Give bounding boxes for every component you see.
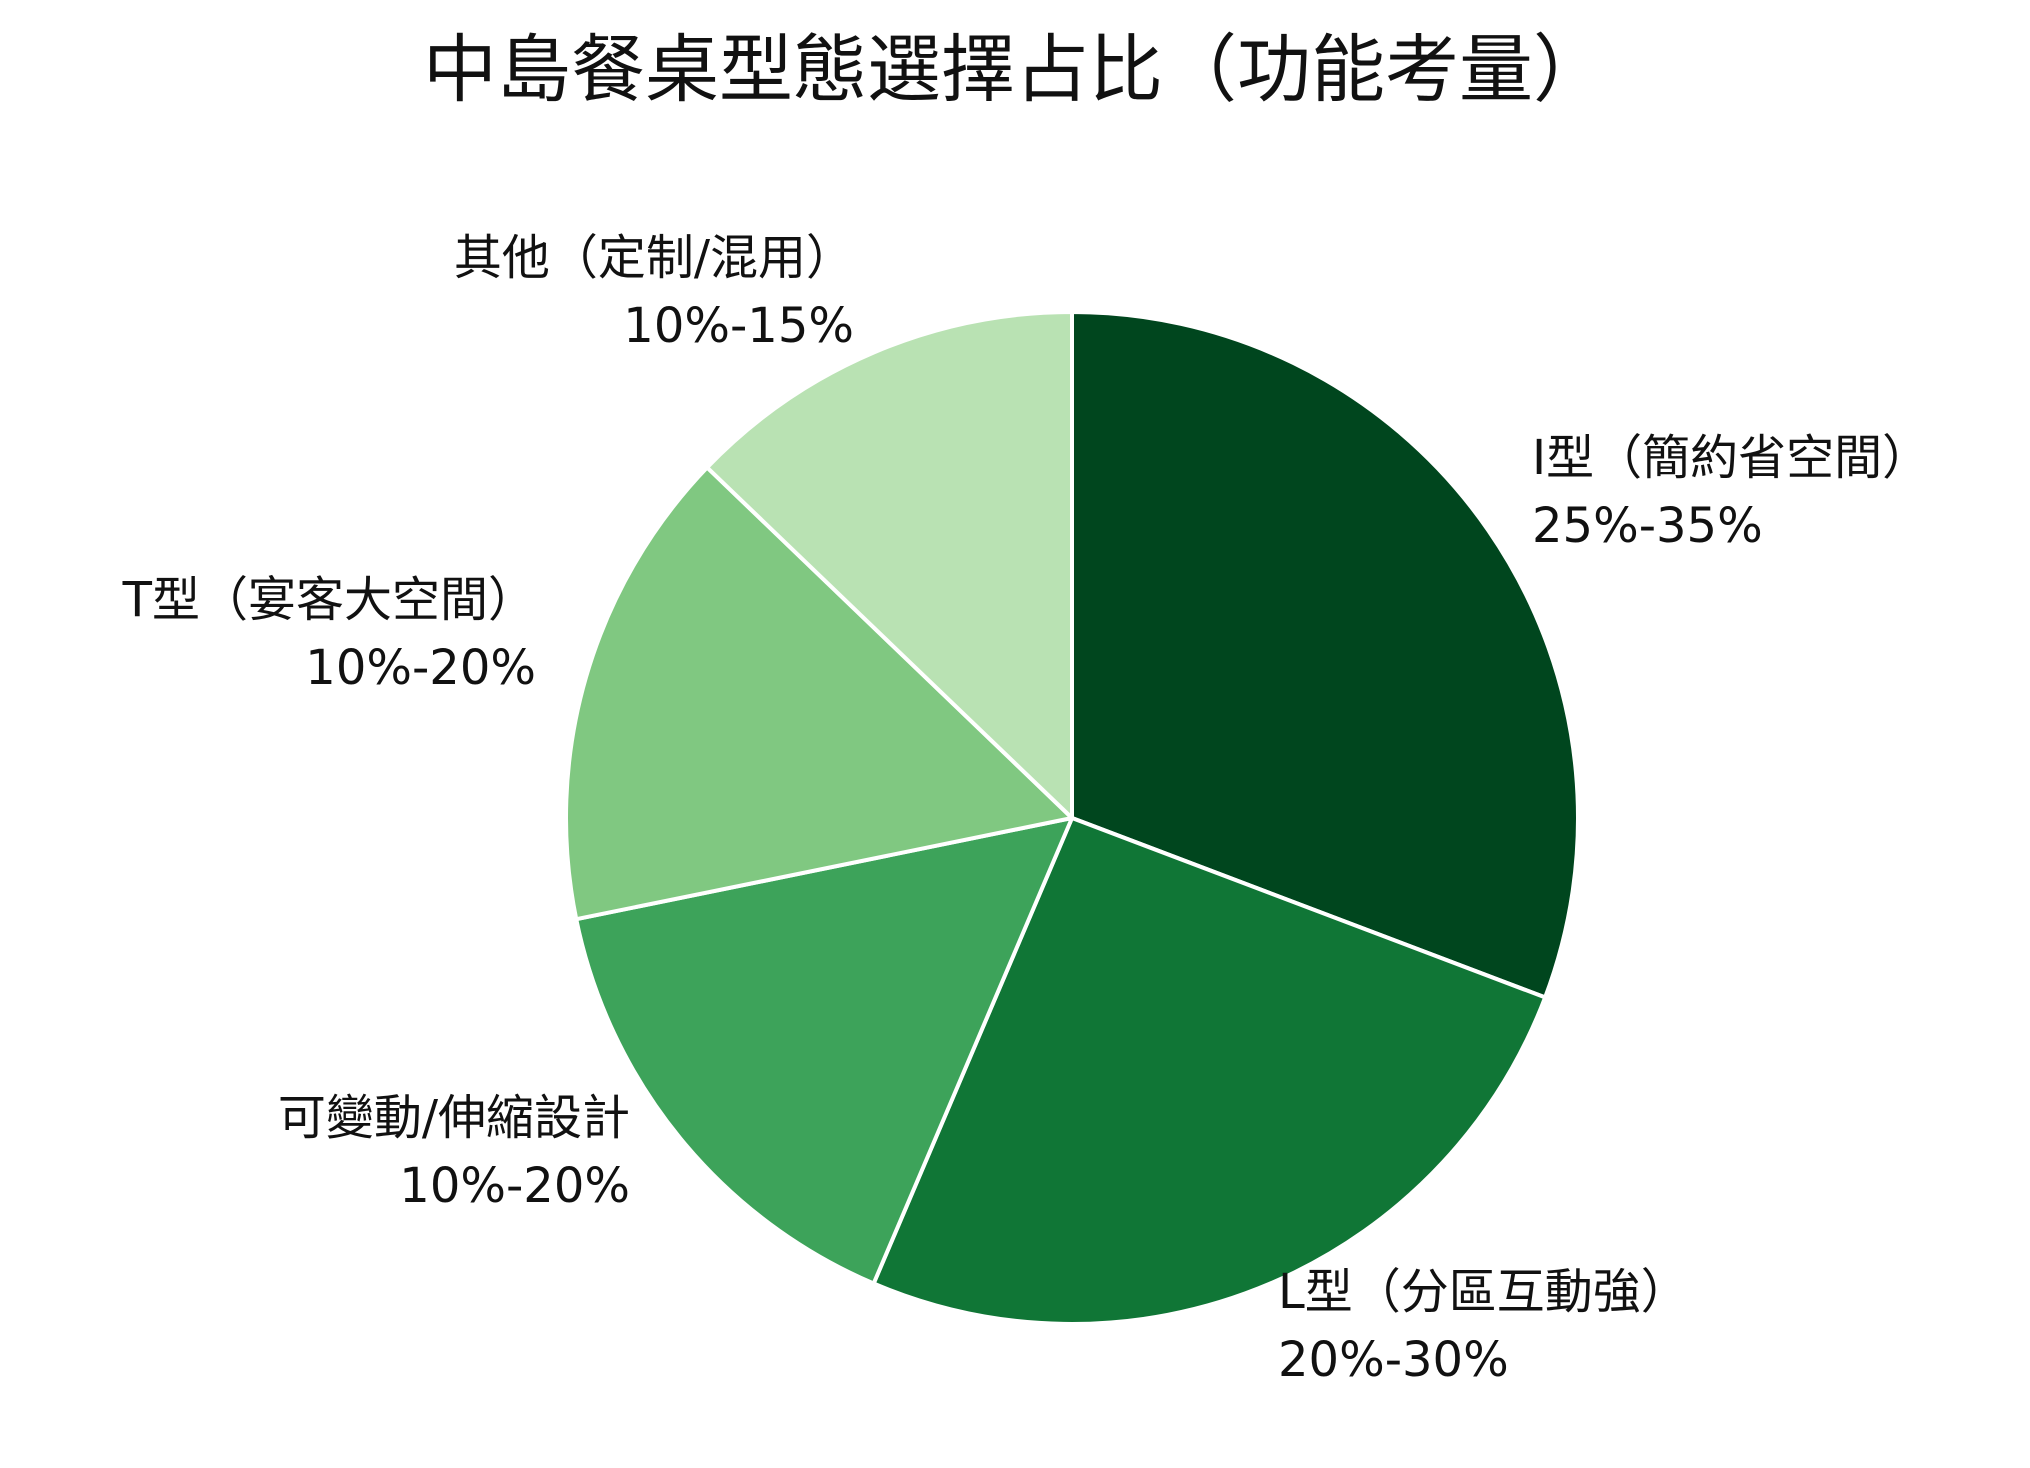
pie-slice-other (705, 310, 1074, 820)
label-t-type-name: T型（宴客大空間） (122, 572, 536, 628)
label-i-type: I型（簡約省空間） 25%-35% (1532, 424, 1930, 560)
label-extendable-name: 可變動/伸縮設計 (277, 1090, 630, 1146)
label-l-type: L型（分區互動強） 20%-30% (1278, 1258, 1689, 1394)
label-l-type-name: L型（分區互動強） (1278, 1264, 1689, 1320)
pie-slice-extendable (574, 816, 1074, 1286)
label-l-type-percent: 20%-30% (1278, 1332, 1509, 1388)
label-other-percent: 10%-15% (623, 298, 854, 354)
label-i-type-name: I型（簡約省空間） (1532, 430, 1931, 486)
pie-slice-t-type (564, 465, 1074, 922)
label-other-name: 其他（定制/混用） (453, 230, 854, 286)
label-extendable-percent: 10%-20% (399, 1158, 630, 1214)
label-extendable: 可變動/伸縮設計 10%-20% (278, 1084, 630, 1220)
label-t-type-percent: 10%-20% (305, 640, 536, 696)
label-other: 其他（定制/混用） 10%-15% (454, 224, 854, 360)
label-t-type: T型（宴客大空間） 10%-20% (123, 566, 536, 702)
label-i-type-percent: 25%-35% (1532, 498, 1763, 554)
pie-slice-l-type (871, 816, 1548, 1327)
pie-slice-i-type (1070, 310, 1581, 1000)
chart-title: 中島餐桌型態選擇占比（功能考量） (423, 27, 1607, 113)
